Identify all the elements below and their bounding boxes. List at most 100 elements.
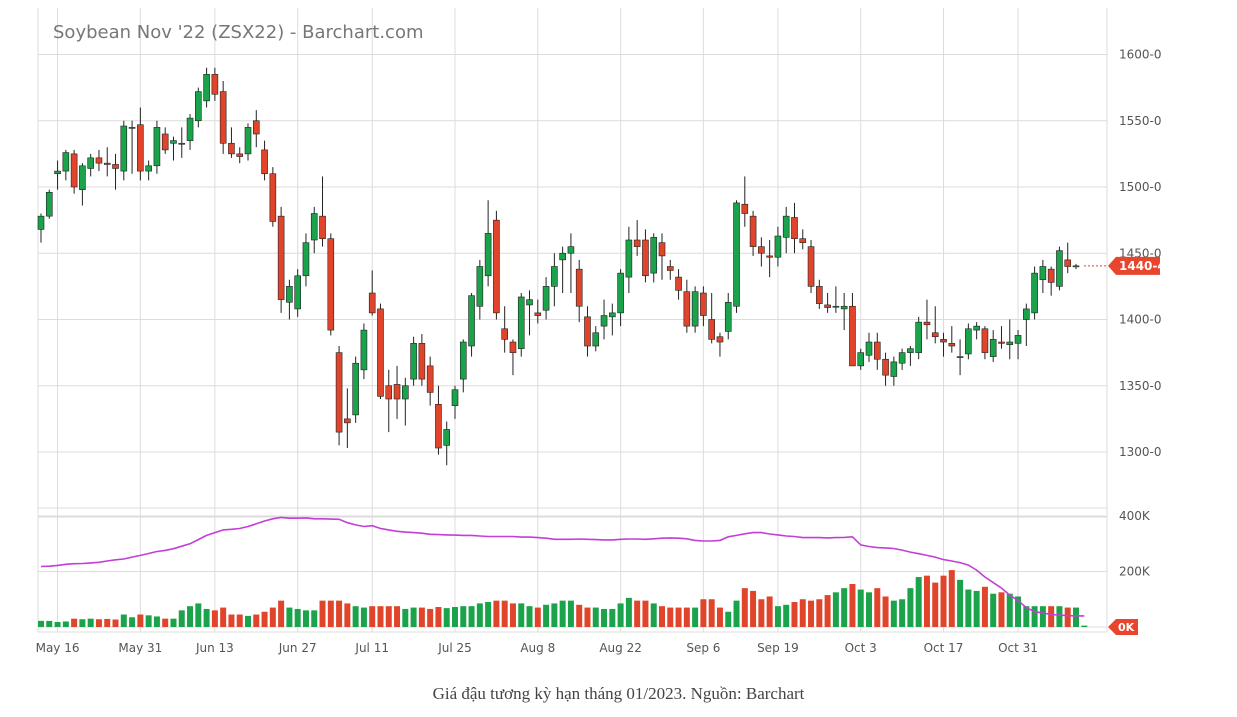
candle-body <box>509 341 517 353</box>
candle-body <box>1031 272 1038 314</box>
candle-body <box>277 215 285 300</box>
candle-body <box>170 140 177 144</box>
date-tick-label: Aug 22 <box>599 641 642 655</box>
volume-bar <box>1056 606 1063 627</box>
volume-bar <box>369 606 376 627</box>
volume-bar <box>692 607 699 627</box>
volume-bar <box>509 603 516 627</box>
volume-bar <box>576 604 583 627</box>
candle-body <box>443 429 451 446</box>
candle-body <box>749 215 757 247</box>
candle-body <box>1056 250 1063 287</box>
volume-bar <box>1048 606 1055 627</box>
candle-body <box>352 362 359 416</box>
candle-body <box>87 157 94 169</box>
candle-body <box>195 91 202 122</box>
candle-body <box>186 117 194 141</box>
candle-body <box>700 292 707 316</box>
volume-bar <box>476 603 483 627</box>
volume-bar <box>360 607 367 627</box>
volume-bar <box>418 607 425 627</box>
candle-body <box>584 316 591 347</box>
candle-body <box>799 238 807 243</box>
volume-bar <box>534 607 541 627</box>
volume-bar <box>410 607 417 627</box>
volume-bar <box>211 610 218 627</box>
date-tick-label: Jun 13 <box>195 641 234 655</box>
date-tick-label: Oct 17 <box>924 641 964 655</box>
volume-bar <box>923 575 930 627</box>
candle-body <box>451 389 459 406</box>
candle-body <box>865 341 873 356</box>
price-tick-label: 1350-0 <box>1119 379 1162 393</box>
candle-body <box>832 305 840 308</box>
candle-body <box>161 133 169 151</box>
price-tick-label: 1450-0 <box>1119 246 1162 260</box>
candle-body <box>385 385 393 400</box>
candle-body <box>327 238 335 331</box>
volume-bar <box>849 583 856 627</box>
volume-bar <box>1006 593 1013 627</box>
candle-body <box>153 127 161 167</box>
volume-bar <box>62 621 69 627</box>
volume-bar <box>377 606 384 627</box>
candle-body <box>551 266 558 287</box>
candle-body <box>998 341 1005 344</box>
volume-bar <box>1023 606 1030 627</box>
last-price-badge <box>1108 256 1160 275</box>
candle-body <box>244 127 252 155</box>
volume-bar <box>940 575 947 627</box>
volume-bar <box>708 599 715 627</box>
volume-bar <box>716 607 723 627</box>
volume-bar <box>915 577 922 627</box>
volume-bar <box>129 617 136 627</box>
volume-bar <box>758 599 765 627</box>
grid <box>37 8 1108 633</box>
candle-body <box>103 162 111 165</box>
figure-caption: Giá đậu tương kỳ hạn tháng 01/2023. Nguồ… <box>432 684 805 703</box>
volume-bar <box>220 607 227 627</box>
candle-body <box>965 328 972 355</box>
volume-bar <box>443 608 450 627</box>
volume-bar <box>725 611 732 627</box>
candle-body <box>302 242 310 277</box>
date-tick-label: Aug 8 <box>520 641 555 655</box>
date-tick-label: Sep 19 <box>757 641 799 655</box>
volume-bar <box>95 619 102 627</box>
candle-body <box>54 170 61 175</box>
candle-body <box>517 296 525 349</box>
volume-bar <box>435 607 442 627</box>
candle-body <box>931 332 939 338</box>
candle-body <box>708 319 715 340</box>
volume-bar <box>526 606 533 627</box>
date-tick-label: Jul 25 <box>437 641 472 655</box>
candlesticks <box>37 67 1080 466</box>
volume-bar <box>501 600 508 627</box>
volume-bar <box>385 606 392 627</box>
candle-body <box>567 246 575 254</box>
volume-bar <box>1081 625 1088 627</box>
volume-bar <box>1039 606 1046 627</box>
volume-bar <box>667 607 674 627</box>
volume-bar <box>783 604 790 627</box>
candle-body <box>236 153 244 157</box>
volume-bar <box>932 582 939 627</box>
volume-bar <box>700 599 707 627</box>
candle-body <box>310 213 318 241</box>
candle-body <box>459 341 467 380</box>
volume-bar <box>1015 596 1022 627</box>
candle-body <box>319 215 326 239</box>
candle-body <box>882 358 889 376</box>
candle-body <box>1072 265 1080 268</box>
volume-bar <box>311 610 318 627</box>
candle-body <box>368 292 376 314</box>
candle-body <box>211 74 219 95</box>
volume-bar <box>609 608 616 627</box>
candle-body <box>542 286 550 311</box>
volume-bar <box>841 588 848 627</box>
volume-bar <box>650 603 657 627</box>
candle-body <box>816 286 823 304</box>
candle-body <box>600 315 608 327</box>
volume-bar <box>253 614 260 627</box>
volume-bar <box>327 600 334 627</box>
